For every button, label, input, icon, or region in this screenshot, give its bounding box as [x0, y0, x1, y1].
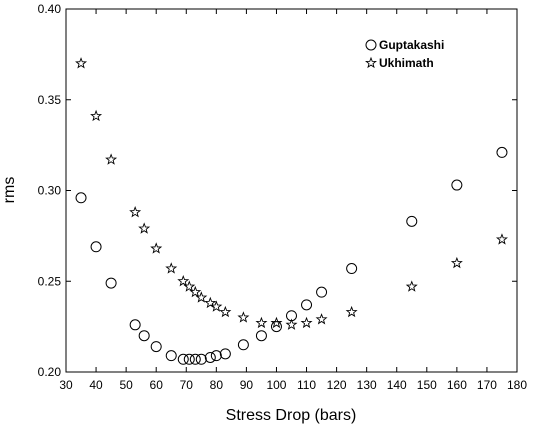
y-tick-label: 0.25: [38, 274, 62, 288]
point-ukhimath: [195, 291, 208, 303]
x-tick-label: 150: [417, 378, 437, 392]
legend-label-guptakashi: Guptakashi: [379, 38, 444, 52]
x-tick-label: 170: [477, 378, 497, 392]
legend-entry-ukhimath: Ukhimath: [365, 56, 434, 70]
point-ukhimath: [183, 280, 196, 292]
point-ukhimath: [219, 305, 232, 318]
point-guptakashi: [406, 215, 418, 227]
x-axis-title: Stress Drop (bars): [226, 407, 357, 424]
y-tick-label: 0.20: [38, 365, 62, 379]
x-tick-label: 60: [150, 378, 164, 392]
point-guptakashi: [150, 341, 162, 353]
legend-label-ukhimath: Ukhimath: [379, 56, 434, 70]
point-guptakashi: [177, 353, 189, 365]
point-guptakashi: [210, 350, 222, 362]
point-ukhimath: [105, 153, 118, 165]
point-guptakashi: [346, 263, 358, 275]
y-axis-title: rms: [1, 177, 18, 204]
x-tick-label: 130: [357, 378, 377, 392]
x-tick-label: 100: [266, 378, 286, 392]
x-tick-label: 160: [447, 378, 467, 392]
x-tick-label: 90: [240, 378, 254, 392]
legend-marker-circle: [365, 39, 377, 51]
point-ukhimath: [129, 205, 142, 218]
x-tick-label: 70: [180, 378, 194, 392]
x-tick-label: 110: [297, 378, 316, 392]
point-guptakashi: [105, 277, 117, 289]
point-ukhimath: [237, 311, 250, 323]
legend: Guptakashi Ukhimath: [365, 38, 444, 70]
x-tick-label: 30: [59, 378, 73, 392]
x-tick-label: 120: [327, 378, 347, 392]
point-ukhimath: [75, 57, 88, 69]
point-ukhimath: [255, 316, 268, 329]
point-ukhimath: [177, 274, 190, 287]
point-guptakashi: [195, 353, 207, 365]
data-points: [75, 57, 508, 365]
point-ukhimath: [345, 305, 358, 318]
x-tick-label: 80: [210, 378, 224, 392]
point-ukhimath: [204, 296, 217, 309]
point-guptakashi: [165, 350, 177, 362]
y-tick-label: 0.35: [38, 93, 62, 107]
point-ukhimath: [90, 109, 103, 122]
point-guptakashi: [270, 321, 282, 333]
y-tick-label: 0.40: [38, 2, 62, 16]
point-ukhimath: [285, 318, 298, 330]
point-ukhimath: [138, 222, 151, 234]
point-guptakashi: [90, 241, 102, 253]
point-guptakashi: [255, 330, 267, 342]
point-ukhimath: [150, 242, 163, 254]
point-guptakashi: [316, 286, 328, 298]
legend-marker-star: [365, 56, 377, 69]
point-guptakashi: [301, 299, 313, 311]
x-tick-label: 40: [89, 378, 103, 392]
point-guptakashi: [219, 348, 231, 360]
point-guptakashi: [129, 319, 141, 331]
point-ukhimath: [270, 316, 283, 329]
point-ukhimath: [165, 262, 178, 274]
x-tick-label: 180: [507, 378, 527, 392]
y-axis-ticks: 0.20 0.25 0.30 0.35 0.40: [38, 2, 517, 379]
point-guptakashi: [237, 339, 249, 351]
point-ukhimath: [315, 313, 328, 325]
point-guptakashi: [183, 353, 195, 365]
point-guptakashi: [138, 330, 150, 342]
x-axis-ticks: 30 40 50 60 70 80 90 100 110 120 130 140 150 160 170 18…: [59, 9, 527, 392]
point-guptakashi: [451, 179, 463, 191]
point-ukhimath: [495, 233, 508, 245]
point-ukhimath: [189, 285, 202, 298]
point-ukhimath: [300, 316, 313, 329]
point-ukhimath: [405, 280, 418, 292]
point-ukhimath: [210, 300, 223, 312]
point-guptakashi: [75, 192, 87, 204]
point-guptakashi: [496, 146, 508, 158]
legend-entry-guptakashi: Guptakashi: [365, 38, 444, 52]
point-ukhimath: [450, 256, 463, 269]
point-guptakashi: [189, 353, 201, 365]
x-tick-label: 50: [119, 378, 133, 392]
plot-frame: [65, 8, 518, 373]
y-tick-label: 0.30: [38, 184, 62, 198]
x-tick-label: 140: [387, 378, 407, 392]
point-guptakashi: [204, 351, 216, 363]
